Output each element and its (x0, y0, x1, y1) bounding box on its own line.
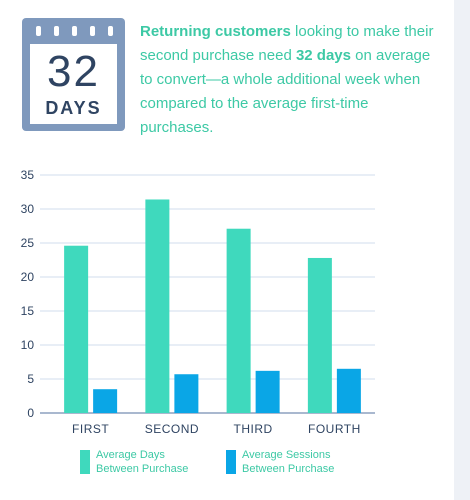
bar-days (226, 228, 251, 413)
y-tick-label: 35 (21, 168, 35, 182)
y-tick-label: 15 (21, 304, 35, 318)
y-tick-label: 20 (21, 270, 35, 284)
headline-text-1: looking to make their second purchase ne… (140, 23, 434, 64)
calendar-number: 32 (47, 47, 100, 96)
legend-label-days: Average Days Between Purchase (96, 448, 226, 476)
calendar-rings (22, 26, 125, 36)
bar-sessions (255, 370, 280, 413)
category-label: SECOND (145, 422, 199, 436)
category-label: FIRST (72, 422, 109, 436)
legend-swatch-sessions (226, 450, 236, 474)
calendar-ring (72, 26, 77, 36)
infographic: 32 DAYS Returning customers looking to m… (0, 0, 454, 500)
bar-days (307, 257, 332, 413)
headline-text-2: on average to convert—a whole additional… (140, 47, 431, 136)
legend-days-line1: Average Days (96, 449, 165, 461)
bar-sessions (174, 374, 199, 413)
bar-sessions (336, 368, 361, 413)
headline-bold-days: 32 days (295, 47, 351, 64)
bar-sessions (93, 389, 118, 413)
y-tick-label: 30 (21, 202, 35, 216)
y-tick-label: 5 (27, 372, 34, 386)
calendar-ring (108, 26, 113, 36)
calendar-ring (90, 26, 95, 36)
calendar-icon: 32 DAYS (22, 18, 125, 131)
legend-swatch-days (80, 450, 90, 474)
category-label: THIRD (234, 422, 273, 436)
y-tick-label: 10 (21, 338, 35, 352)
calendar-face: 32 DAYS (30, 44, 117, 124)
bar-chart: 0 5 10 15 20 25 30 35 FIRST SECOND THIRD FOURTH (21, 168, 375, 436)
headline-bold-customers: Returning customers (140, 23, 291, 40)
y-tick-label: 25 (21, 236, 35, 250)
legend-days-line2: Between Purchase (96, 463, 189, 475)
calendar-ring (36, 26, 41, 36)
calendar-ring (54, 26, 59, 36)
legend-sessions-line2: Between Purchase (242, 463, 335, 475)
headline: Returning customers looking to make thei… (140, 20, 440, 140)
legend-label-sessions: Average Sessions Between Purchase (242, 448, 372, 476)
bar-days (64, 245, 89, 413)
y-tick-label: 0 (27, 406, 34, 420)
category-label: FOURTH (308, 422, 361, 436)
legend-sessions-line1: Average Sessions (242, 449, 331, 461)
calendar-unit: DAYS (45, 98, 102, 118)
bar-days (145, 199, 170, 413)
